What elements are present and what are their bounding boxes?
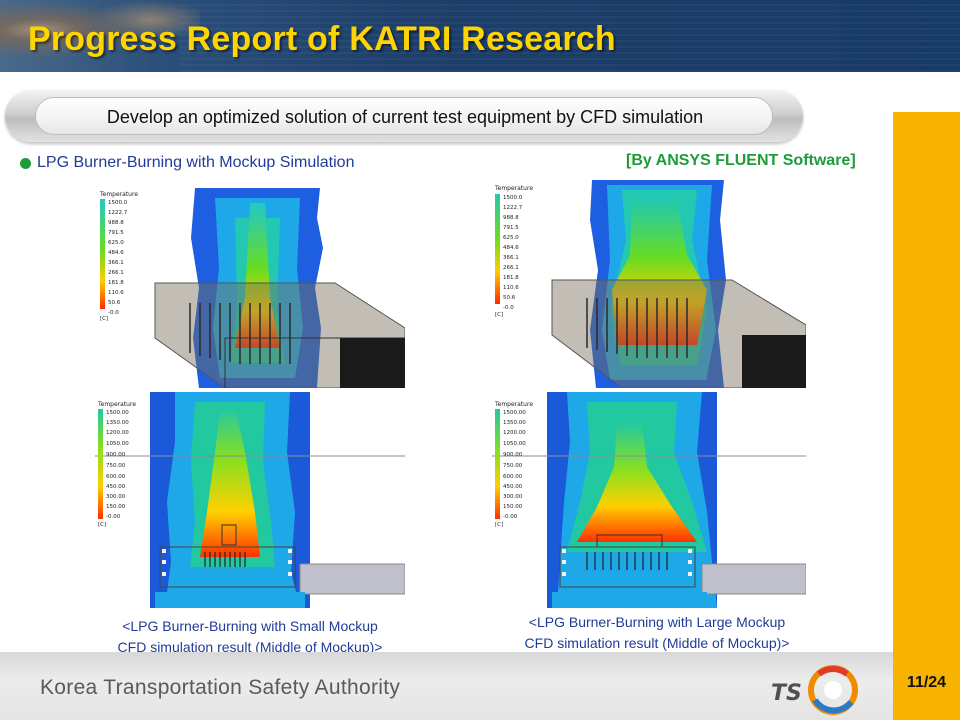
caption-small-mockup: <LPG Burner-Burning with Small Mockup CF… xyxy=(95,616,405,658)
legend-label: 50.6 xyxy=(108,300,121,306)
legend-labels: 1500.00 1350.00 1200.00 1050.00 900.00 7… xyxy=(495,410,526,528)
sim-large-mockup-mid: Temperature 1500.00 1350.00 1200.00 1050… xyxy=(492,392,806,608)
legend-label: 900.00 xyxy=(503,452,523,458)
sim-small-mockup-iso: Temperature 1500.0 1222.7 988.8 791.5 62… xyxy=(95,188,405,388)
legend-label: 1200.00 xyxy=(503,430,526,436)
caption-small-line1: <LPG Burner-Burning with Small Mockup xyxy=(122,618,378,634)
legend-label: 450.00 xyxy=(106,484,126,490)
legend-label: 1050.00 xyxy=(503,441,526,447)
legend-label: 988.8 xyxy=(108,220,124,226)
legend-label: 266.1 xyxy=(503,265,519,271)
legend-label: 791.5 xyxy=(503,225,519,231)
legend-label: 625.0 xyxy=(108,240,124,246)
caption-small-line2: CFD simulation result (Middle of Mockup)… xyxy=(117,639,383,655)
legend-label: 1500.00 xyxy=(503,410,526,416)
sim-small-iso-image: Temperature 1500.0 1222.7 988.8 791.5 62… xyxy=(99,188,405,388)
legend-label: 300.00 xyxy=(503,494,523,500)
legend-label: 150.00 xyxy=(106,504,126,510)
bullet-dot-icon xyxy=(20,158,31,169)
legend-label: 150.00 xyxy=(503,504,523,510)
page-number: 11/24 xyxy=(906,674,947,691)
legend-label: -0.0 xyxy=(108,310,119,316)
legend-label: 1500.00 xyxy=(106,410,129,416)
legend-label: 484.6 xyxy=(503,245,519,251)
legend-label: 600.00 xyxy=(106,474,126,480)
legend-label: 181.8 xyxy=(108,280,124,286)
legend-label: 181.8 xyxy=(503,275,519,281)
page-number-box: 11/24 xyxy=(893,652,960,720)
legend-label: 625.0 xyxy=(503,235,519,241)
legend-label: 300.00 xyxy=(106,494,126,500)
legend-label: 110.6 xyxy=(503,285,519,291)
sim-large-iso-image: Temperature 1500.0 1222.7 988.8 791.5 62… xyxy=(494,180,806,388)
legend-label: 450.00 xyxy=(503,484,523,490)
legend-label: 1500.0 xyxy=(108,200,128,206)
organization-name: Korea Transportation Safety Authority xyxy=(40,676,401,699)
legend-label: 1350.00 xyxy=(503,420,526,426)
legend-label: 988.8 xyxy=(503,215,519,221)
legend-label: 50.6 xyxy=(503,295,516,301)
legend-label: 1350.00 xyxy=(106,420,129,426)
legend-label: 900.00 xyxy=(106,452,126,458)
legend-label: -0.00 xyxy=(106,514,121,520)
ts-logo-icon: TS xyxy=(771,665,858,715)
legend-unit: [C] xyxy=(98,522,106,528)
side-accent-bar xyxy=(893,112,960,652)
sim-small-mockup-mid: Temperature 1500.00 1350.00 1200.00 1050… xyxy=(95,392,405,608)
footer-bar: Korea Transportation Safety Authority xyxy=(0,652,893,720)
legend-label: 750.00 xyxy=(503,463,523,469)
legend-title: Temperature xyxy=(97,401,136,408)
subtitle-banner-inner: Develop an optimized solution of current… xyxy=(35,97,773,135)
legend-title: Temperature xyxy=(494,401,533,408)
legend-label: 750.00 xyxy=(106,463,126,469)
legend-label: 1222.7 xyxy=(503,205,523,211)
legend-label: 366.1 xyxy=(503,255,519,261)
legend-labels: 1500.0 1222.7 988.8 791.5 625.0 484.6 36… xyxy=(100,200,128,322)
legend-labels: 1500.0 1222.7 988.8 791.5 625.0 484.6 36… xyxy=(495,195,523,318)
sim-large-mockup-iso: Temperature 1500.0 1222.7 988.8 791.5 62… xyxy=(492,180,806,388)
legend-unit: [C] xyxy=(495,522,503,528)
header-texture xyxy=(180,0,960,72)
caption-large-line2: CFD simulation result (Middle of Mockup)… xyxy=(524,635,790,651)
sim-large-mid-image: Temperature 1500.00 1350.00 1200.00 1050… xyxy=(492,392,806,608)
legend-label: 110.6 xyxy=(108,290,124,296)
section-heading: LPG Burner-Burning with Mockup Simulatio… xyxy=(37,154,355,171)
legend-label: 791.5 xyxy=(108,230,124,236)
legend-title: Temperature xyxy=(99,191,138,198)
legend-label: 484.6 xyxy=(108,250,124,256)
caption-large-mockup: <LPG Burner-Burning with Large Mockup CF… xyxy=(500,612,814,654)
legend-labels: 1500.00 1350.00 1200.00 1050.00 900.00 7… xyxy=(98,410,129,528)
subtitle-text: Develop an optimized solution of current… xyxy=(106,107,704,127)
legend-label: 1500.0 xyxy=(503,195,523,201)
legend-label: -0.00 xyxy=(503,514,518,520)
legend-label: 600.00 xyxy=(503,474,523,480)
page-title: Progress Report of KATRI Research xyxy=(28,20,616,58)
legend-unit: [C] xyxy=(100,316,108,322)
header-banner: Progress Report of KATRI Research xyxy=(0,0,960,72)
software-label: [By ANSYS FLUENT Software] xyxy=(626,152,856,169)
legend-label: 1200.00 xyxy=(106,430,129,436)
legend-label: 1050.00 xyxy=(106,441,129,447)
legend-label: -0.0 xyxy=(503,305,514,311)
legend-label: 1222.7 xyxy=(108,210,128,216)
legend-label: 266.1 xyxy=(108,270,124,276)
legend-label: 366.1 xyxy=(108,260,124,266)
caption-large-line1: <LPG Burner-Burning with Large Mockup xyxy=(528,614,786,630)
legend-title: Temperature xyxy=(494,185,533,192)
subtitle-banner: Develop an optimized solution of current… xyxy=(5,90,803,142)
header-photo xyxy=(0,0,200,72)
ts-logo-text: TS xyxy=(771,681,802,706)
sim-small-mid-image: Temperature 1500.00 1350.00 1200.00 1050… xyxy=(95,392,405,608)
legend-unit: [C] xyxy=(495,312,503,318)
